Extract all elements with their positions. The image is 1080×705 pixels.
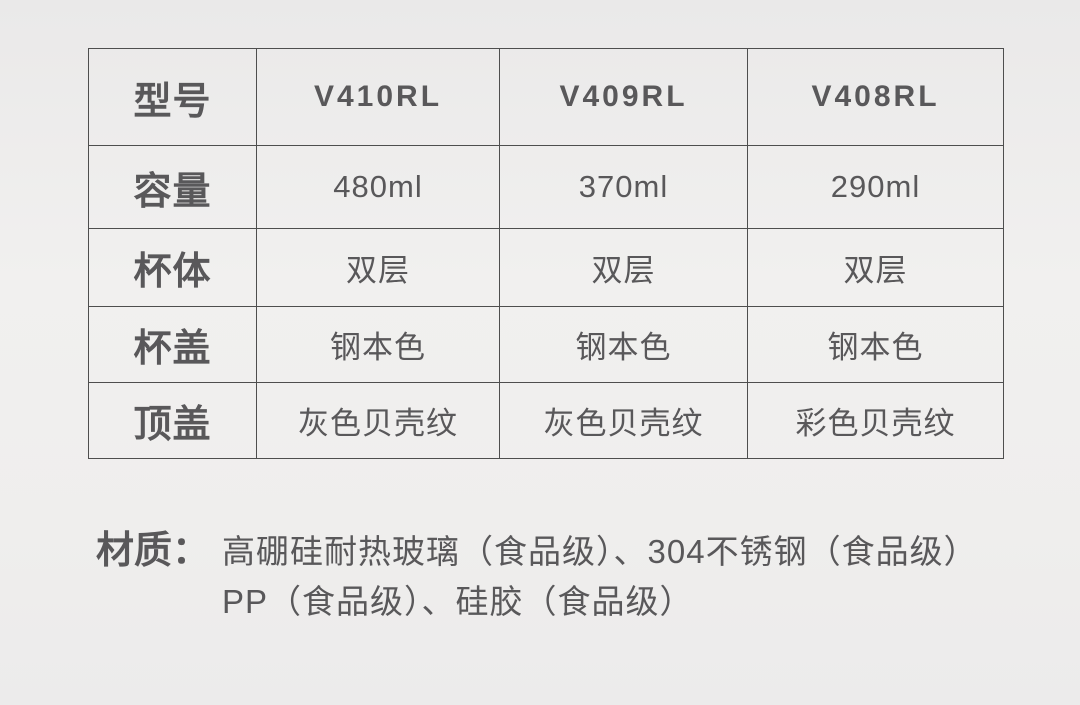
- row-label-cup-body: 杯体: [88, 228, 257, 307]
- table-row-model: 型号 V410RL V409RL V408RL: [88, 48, 1004, 146]
- capacity-cell: 290ml: [747, 145, 1004, 229]
- table-row-cup-lid: 杯盖 钢本色 钢本色 钢本色: [88, 306, 1004, 383]
- cup-lid-cell: 钢本色: [256, 306, 500, 383]
- material-line-2: PP（食品级）、硅胶（食品级）: [222, 583, 694, 620]
- spec-table: 型号 V410RL V409RL V408RL 容量 480ml 370ml 2…: [88, 48, 1004, 459]
- row-label-cup-lid: 杯盖: [88, 306, 257, 383]
- top-cover-cell: 灰色贝壳纹: [499, 382, 748, 459]
- row-label-model: 型号: [88, 48, 257, 146]
- capacity-cell: 480ml: [256, 145, 500, 229]
- cup-lid-cell: 钢本色: [747, 306, 1004, 383]
- model-cell: V408RL: [747, 48, 1004, 146]
- material-section: 材质： 高硼硅耐热玻璃（食品级）、304不锈钢（食品级） PP（食品级）、硅胶（…: [96, 526, 978, 627]
- row-label-top-cover: 顶盖: [88, 382, 257, 459]
- table-row-capacity: 容量 480ml 370ml 290ml: [88, 145, 1004, 229]
- capacity-cell: 370ml: [499, 145, 748, 229]
- row-label-capacity: 容量: [88, 145, 257, 229]
- model-cell: V409RL: [499, 48, 748, 146]
- material-line-1: 高硼硅耐热玻璃（食品级）、304不锈钢（食品级）: [222, 533, 978, 570]
- model-cell: V410RL: [256, 48, 500, 146]
- table-row-cup-body: 杯体 双层 双层 双层: [88, 228, 1004, 307]
- material-label: 材质：: [96, 530, 211, 572]
- cup-body-cell: 双层: [256, 228, 500, 307]
- top-cover-cell: 灰色贝壳纹: [256, 382, 500, 459]
- material-text: 高硼硅耐热玻璃（食品级）、304不锈钢（食品级） PP（食品级）、硅胶（食品级）: [222, 527, 978, 627]
- table-row-top-cover: 顶盖 灰色贝壳纹 灰色贝壳纹 彩色贝壳纹: [88, 382, 1004, 459]
- cup-body-cell: 双层: [499, 228, 748, 307]
- cup-body-cell: 双层: [747, 228, 1004, 307]
- cup-lid-cell: 钢本色: [499, 306, 748, 383]
- top-cover-cell: 彩色贝壳纹: [747, 382, 1004, 459]
